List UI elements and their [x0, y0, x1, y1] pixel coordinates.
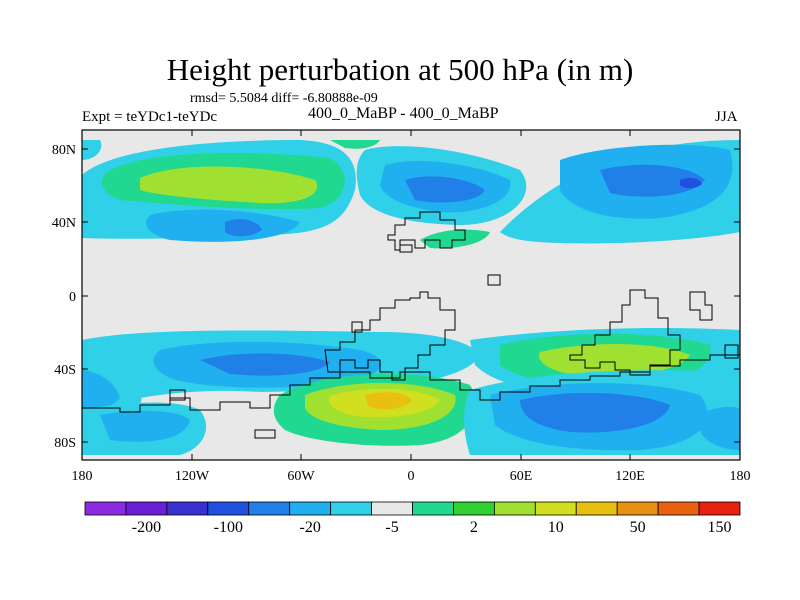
- colorbar-swatch: [657, 501, 700, 516]
- lat-label-0: 0: [69, 290, 76, 305]
- landmass-small-island-3: [169, 389, 186, 401]
- figure-title: Height perturbation at 500 hPa (in m): [166, 52, 634, 87]
- contour-deepblue-south-west: [200, 353, 330, 376]
- lon-label-180w: 180: [72, 469, 93, 484]
- land-outlines: [82, 211, 740, 439]
- colorbar-label: 10: [548, 519, 564, 536]
- colorbar-label: -5: [385, 519, 398, 536]
- colorbar-swatch: [166, 501, 209, 516]
- contour-field: [82, 130, 740, 460]
- colorbar-swatch: [616, 501, 659, 516]
- contour-deepblue-deep-south-east: [520, 392, 670, 433]
- colorbar-swatch: [412, 501, 454, 516]
- contour-deepblue-north-east: [600, 164, 705, 197]
- colorbar-swatch: [575, 501, 618, 516]
- colorbar-label: 150: [708, 519, 732, 536]
- contour-blue-north-west: [146, 209, 300, 242]
- landmass-small-island-4: [689, 291, 713, 321]
- contour-cyan-arctic-west: [82, 140, 102, 160]
- lat-label-80S: 80S: [54, 436, 76, 451]
- lon-label-120W: 120W: [175, 469, 210, 484]
- colorbar-swatch: [207, 501, 250, 516]
- lat-label-80N: 80N: [52, 143, 76, 158]
- landmass-small-island-2: [487, 274, 501, 286]
- lon-label-60W: 60W: [287, 469, 315, 484]
- colorbar-swatch: [453, 501, 495, 516]
- contour-green-north-east-small: [420, 229, 490, 249]
- landmass-small-island-1: [351, 321, 363, 333]
- colorbar-label: 50: [630, 519, 646, 536]
- colorbar-swatch: [248, 501, 291, 516]
- contour-blue-deep-south-west: [100, 410, 190, 442]
- contour-deepblue-north-west: [225, 219, 262, 237]
- landmass-africa: [569, 289, 681, 376]
- colorbar-label: -200: [132, 519, 161, 536]
- lon-tick-marks: [81, 130, 741, 460]
- contour-green-arctic-center: [330, 140, 380, 149]
- landmass-small-island-6: [399, 244, 413, 253]
- lon-label-180e: 180: [730, 469, 751, 484]
- contour-lime-north-west: [140, 166, 318, 204]
- contour-blue-southwest-edge: [82, 370, 120, 410]
- colorbar-swatch: [698, 501, 741, 516]
- contour-lime-south-east: [539, 344, 690, 377]
- lon-label-0: 0: [408, 469, 415, 484]
- colorbar-swatch: [289, 501, 332, 516]
- lon-label-120E: 120E: [615, 469, 645, 484]
- lat-tick-marks: [82, 148, 740, 443]
- lat-label-40S: 40S: [54, 363, 76, 378]
- colorbar-labels: -200 -100 -20 -5 2 10 50 150: [132, 519, 732, 536]
- colorbar-swatch: [371, 501, 413, 516]
- landmass-small-island-7: [724, 344, 739, 359]
- subtitle: 400_0_MaBP - 400_0_MaBP: [308, 105, 499, 122]
- colorbar: [84, 501, 741, 516]
- stats-text: rmsd= 5.5084 diff= -6.80888e-09: [190, 91, 378, 106]
- season-label: JJA: [715, 109, 738, 125]
- contour-deepblue-north-center: [405, 176, 485, 203]
- experiment-label: Expt = teYDc1-teYDc: [82, 109, 218, 125]
- colorbar-swatch: [330, 501, 372, 516]
- colorbar-swatch: [125, 501, 168, 516]
- colorbar-label: 2: [470, 519, 478, 536]
- colorbar-swatch: [84, 501, 127, 516]
- landmass-south-america: [324, 291, 456, 381]
- contour-blue-deep-south-far-east: [700, 406, 740, 450]
- lon-label-60E: 60E: [510, 469, 533, 484]
- colorbar-swatch: [534, 501, 577, 516]
- contour-darkblue-north-east: [680, 177, 702, 189]
- landmass-antarctica: [82, 354, 740, 413]
- colorbar-label: -20: [299, 519, 320, 536]
- contour-gold-deep-south-center: [365, 392, 412, 410]
- colorbar-swatch: [493, 501, 536, 516]
- landmass-small-island-5: [254, 429, 276, 439]
- lat-label-40N: 40N: [52, 216, 76, 231]
- colorbar-label: -100: [214, 519, 243, 536]
